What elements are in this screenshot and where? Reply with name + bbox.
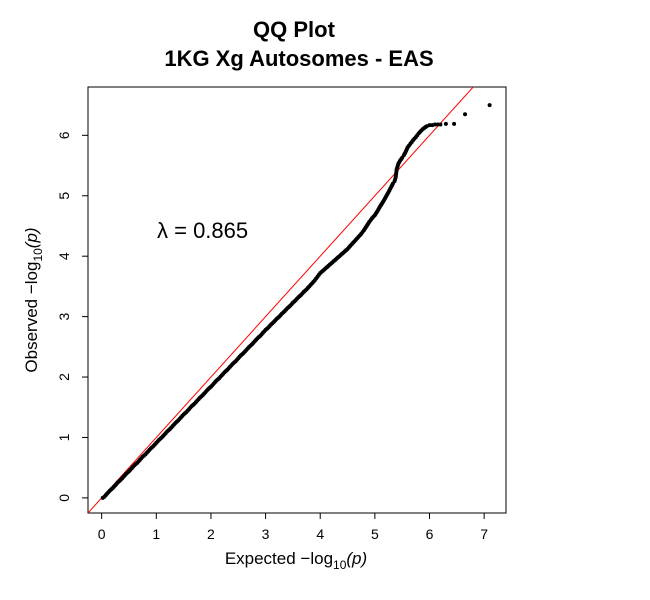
y-tick-label: 6 <box>56 131 72 139</box>
reference-line <box>88 87 474 513</box>
x-axis: 0 1 2 3 4 5 6 7 <box>98 512 488 542</box>
y-axis-label-prefix: Observed −log <box>22 262 41 373</box>
x-axis-label: Expected −log10(p) <box>225 549 367 572</box>
x-tick-label: 4 <box>316 526 324 542</box>
x-tick-label: 1 <box>152 526 160 542</box>
chart-subtitle: 1KG Xg Autosomes - EAS <box>164 46 433 71</box>
data-point <box>487 103 492 108</box>
y-tick-label: 3 <box>56 313 72 321</box>
y-tick-label: 2 <box>56 373 72 381</box>
x-tick-label: 7 <box>480 526 488 542</box>
data-point <box>438 122 443 127</box>
x-tick-label: 2 <box>207 526 215 542</box>
data-point <box>452 121 457 126</box>
x-tick-label: 3 <box>262 526 270 542</box>
data-point <box>463 112 468 117</box>
y-axis: 0 1 2 3 4 5 6 <box>56 131 89 502</box>
data-point <box>427 123 432 128</box>
y-tick-label: 4 <box>56 252 72 260</box>
x-tick-label: 6 <box>426 526 434 542</box>
x-axis-label-suffix: (p) <box>346 549 367 568</box>
y-axis-label: Observed −log10(p) <box>22 227 45 372</box>
data-points <box>100 103 492 500</box>
y-tick-label: 0 <box>56 494 72 502</box>
lambda-annotation: λ = 0.865 <box>157 218 248 243</box>
data-point <box>443 121 448 126</box>
x-tick-label: 5 <box>371 526 379 542</box>
chart-title: QQ Plot <box>253 17 336 42</box>
x-axis-label-prefix: Expected −log <box>225 549 333 568</box>
y-tick-label: 5 <box>56 192 72 200</box>
y-axis-label-suffix: (p) <box>22 227 41 248</box>
x-axis-label-sub: 10 <box>333 558 347 572</box>
x-tick-label: 0 <box>98 526 106 542</box>
y-axis-label-sub: 10 <box>31 248 45 262</box>
y-tick-label: 1 <box>56 433 72 441</box>
